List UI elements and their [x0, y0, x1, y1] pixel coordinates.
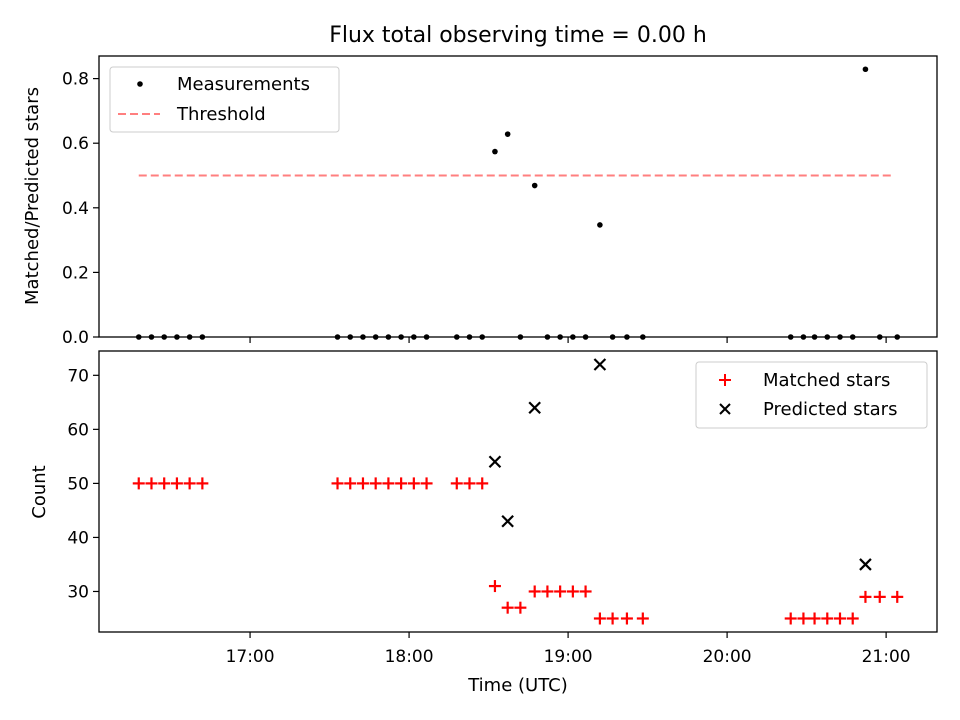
matched-stars-point	[344, 477, 357, 490]
top-y-tick-label: 0.2	[62, 263, 89, 283]
top-chart-x-ticks	[249, 337, 887, 343]
bottom-y-tick-label: 70	[67, 366, 89, 386]
matched-stars-point	[554, 585, 567, 598]
top-chart-frame	[98, 55, 938, 338]
matched-stars-point	[891, 590, 904, 603]
matched-stars-point	[834, 612, 847, 625]
matched-stars-point	[369, 477, 382, 490]
predicted-stars-point	[528, 401, 541, 415]
matched-stars-point	[145, 477, 158, 490]
bottom-y-tick-label: 50	[67, 474, 89, 494]
matched-stars-point	[566, 585, 579, 598]
top-y-tick-label: 0.4	[62, 199, 89, 219]
bottom-legend-frame	[695, 361, 928, 429]
matched-stars-point	[784, 612, 797, 625]
top-y-tick-label: 0.8	[62, 70, 89, 90]
bottom-chart-x-ticks: 17:00 18:00 19:00 20:00 21:00	[226, 632, 911, 667]
matched-stars-point	[873, 590, 886, 603]
matched-stars-point	[528, 585, 541, 598]
bottom-chart-x-axis-label: Time (UTC)	[467, 675, 568, 696]
matched-stars-point	[463, 477, 476, 490]
predicted-stars-point	[859, 558, 872, 571]
measurement-point	[862, 66, 869, 73]
matched-stars-point	[395, 477, 408, 490]
top-y-tick-label: 0.6	[62, 134, 89, 154]
matched-stars-point	[797, 612, 810, 625]
legend-threshold-label: Threshold	[176, 104, 266, 125]
matched-stars-point	[407, 477, 420, 490]
predicted-stars-point	[593, 358, 607, 371]
top-y-tick-label: 0.0	[62, 328, 89, 348]
bottom-x-tick-label: 21:00	[862, 647, 911, 667]
matched-stars-point	[420, 477, 433, 490]
matched-stars-point	[331, 477, 344, 490]
matched-stars-point	[541, 585, 554, 598]
bottom-chart-y-axis-label: Count	[29, 465, 50, 518]
bottom-x-tick-label: 19:00	[544, 647, 593, 667]
bottom-y-tick-label: 30	[67, 582, 89, 602]
bottom-chart-legend: Matched stars Predicted stars	[695, 361, 928, 429]
bottom-chart-y-ticks: 30 40 50 60 70	[67, 366, 99, 602]
top-legend-frame	[109, 66, 340, 133]
legend-measurements-label: Measurements	[177, 74, 310, 95]
matched-stars-point	[636, 612, 649, 625]
matched-stars-point	[620, 612, 633, 625]
matched-stars-point	[488, 580, 501, 593]
top-chart-y-axis-label: Matched/Predicted stars	[22, 87, 43, 305]
matched-stars-point	[501, 601, 514, 614]
bottom-x-tick-label: 20:00	[703, 647, 752, 667]
legend-matched-stars-label: Matched stars	[763, 370, 890, 391]
matched-stars-point	[158, 477, 171, 490]
matched-stars-point	[450, 477, 463, 490]
matched-stars-point	[859, 590, 872, 603]
legend-predicted-stars-marker	[719, 403, 731, 415]
bottom-y-tick-label: 60	[67, 420, 89, 440]
predicted-stars-point	[501, 514, 514, 528]
top-chart: 0.00.20.40.60.8 Matched/Predicted stars …	[22, 55, 938, 348]
legend-predicted-stars-label: Predicted stars	[763, 399, 897, 420]
matched-stars-point	[183, 477, 196, 490]
bottom-x-tick-label: 17:00	[226, 647, 275, 667]
matched-stars-point	[382, 477, 395, 490]
bottom-chart: 30 40 50 60 70 17:00 18:00 19:00 20:00 21:00 Cou…	[29, 350, 938, 696]
matched-stars-point	[593, 612, 606, 625]
bottom-x-tick-label: 18:00	[385, 647, 434, 667]
matched-stars-point	[356, 477, 369, 490]
measurement-point	[531, 182, 538, 189]
matched-stars-point	[476, 477, 489, 490]
legend-matched-stars-marker	[719, 374, 731, 386]
matched-stars-point	[808, 612, 821, 625]
top-chart-y-ticks: 0.0 0.2 0.4 0.6 0.8	[62, 70, 99, 348]
matched-stars-point	[846, 612, 859, 625]
measurement-point	[597, 222, 603, 228]
bottom-y-tick-label: 40	[67, 528, 89, 548]
legend-measurements-marker	[137, 81, 143, 87]
top-chart-title: Flux total observing time = 0.00 h	[329, 23, 707, 48]
bottom-chart-frame	[98, 350, 938, 633]
measurement-point	[504, 131, 511, 137]
matched-stars-point	[132, 477, 145, 490]
matched-stars-point	[579, 585, 592, 598]
predicted-stars-point	[488, 455, 502, 469]
top-chart-legend: Measurements Threshold	[109, 66, 340, 133]
matched-stars-point	[196, 477, 209, 490]
matched-stars-point	[606, 612, 619, 625]
matched-stars-point	[170, 477, 183, 490]
matched-stars-point	[514, 601, 527, 614]
measurement-point	[492, 148, 498, 155]
bottom-chart-marks	[132, 358, 904, 625]
matched-stars-point	[821, 612, 834, 625]
